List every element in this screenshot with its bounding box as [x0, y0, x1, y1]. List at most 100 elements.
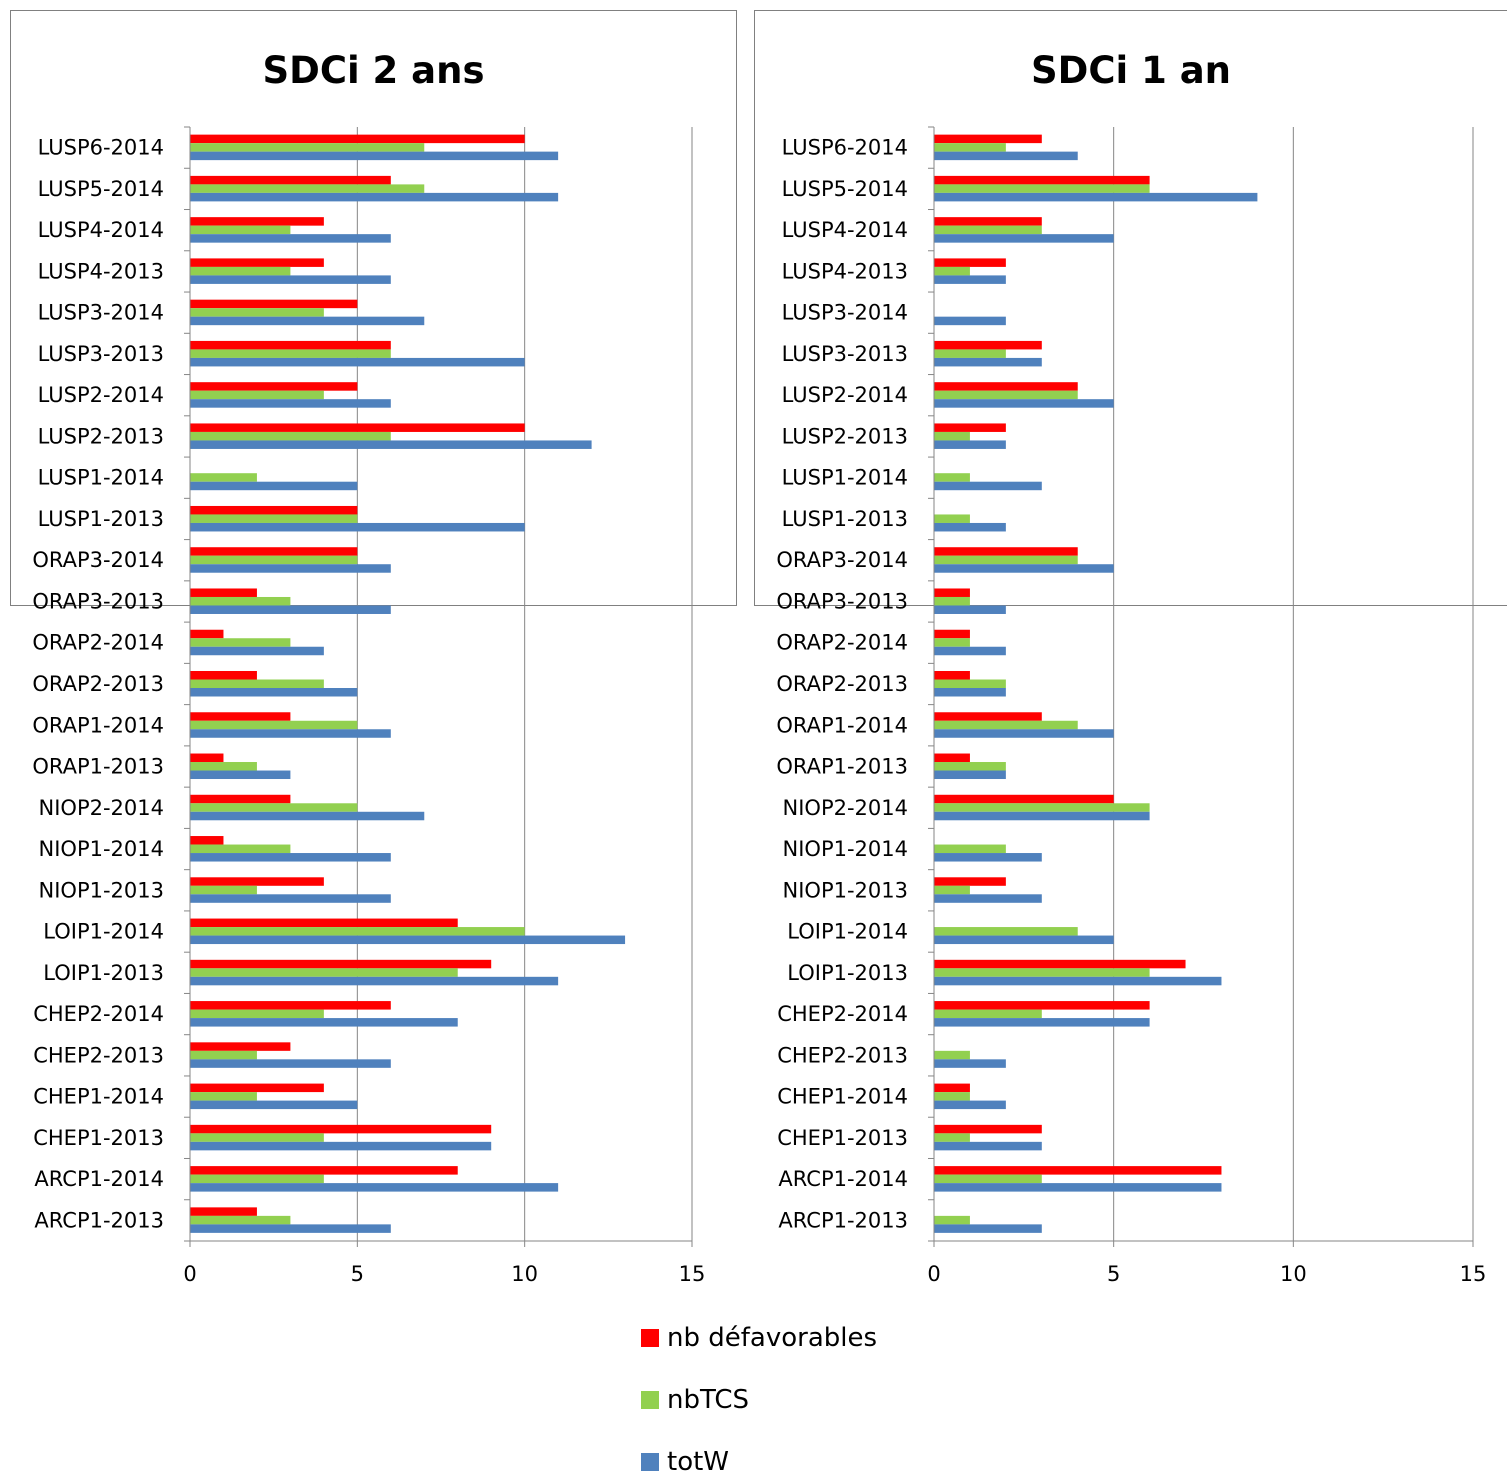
- bar: [934, 134, 1042, 144]
- bar: [190, 316, 425, 326]
- category-label: ORAP2-2013: [32, 672, 164, 696]
- bar: [934, 811, 1150, 821]
- x-tick-label: 5: [351, 1262, 364, 1286]
- category-label: ORAP3-2013: [32, 589, 164, 613]
- legend-label: nb défavorables: [667, 1323, 878, 1353]
- bar: [190, 522, 525, 532]
- bar: [190, 1215, 291, 1225]
- category-label: LUSP6-2014: [782, 136, 908, 160]
- category-label: LUSP2-2014: [782, 383, 908, 407]
- bar: [934, 399, 1114, 408]
- bar: [190, 753, 224, 763]
- bar: [934, 143, 1006, 152]
- chart-plot-sdci-1-an: LUSP6-2014 LUSP5-2014 LUSP4-2014 LUSP4-2013…: [776, 126, 1486, 1286]
- bar: [190, 1100, 358, 1110]
- chart-panel-sdci-1-an: SDCi 1 an LUSP6-2014 LUSP5-2014 LUSP4-2014…: [754, 10, 1507, 1286]
- x-tick-label: 15: [1460, 1262, 1487, 1286]
- bar: [934, 481, 1042, 491]
- x-tick-label: 5: [1107, 1262, 1120, 1286]
- category-label: NIOP1-2014: [783, 837, 908, 861]
- bar: [190, 349, 391, 358]
- bar: [934, 679, 1006, 688]
- bar: [934, 927, 1078, 936]
- category-label: ORAP2-2013: [776, 672, 908, 696]
- category-label: ARCP1-2013: [778, 1208, 908, 1232]
- bar: [934, 564, 1114, 573]
- bar: [190, 844, 291, 854]
- bar: [190, 275, 391, 284]
- bar: [934, 390, 1078, 400]
- bar: [190, 1207, 257, 1216]
- bar: [934, 894, 1042, 903]
- bar: [190, 976, 559, 986]
- bar: [190, 440, 592, 449]
- bar: [190, 1141, 492, 1151]
- category-label: NIOP2-2014: [39, 796, 164, 820]
- bar: [934, 877, 1006, 886]
- bar: [190, 357, 525, 367]
- category-label: ORAP1-2014: [32, 713, 164, 737]
- bar: [934, 803, 1150, 812]
- bar: [934, 151, 1078, 161]
- bar: [934, 1018, 1150, 1027]
- category-label: LUSP1-2014: [782, 466, 908, 490]
- bar: [190, 1042, 291, 1051]
- bar: [934, 935, 1114, 945]
- category-label: NIOP1-2014: [39, 837, 164, 861]
- bar: [190, 1009, 324, 1019]
- bar: [190, 399, 391, 408]
- category-label: CHEP2-2013: [33, 1043, 164, 1067]
- x-tick-label: 0: [183, 1262, 196, 1286]
- bar: [934, 316, 1006, 326]
- bar: [934, 885, 970, 895]
- category-label: LOIP1-2014: [43, 920, 164, 944]
- category-label: ORAP2-2014: [776, 631, 908, 655]
- bar: [934, 522, 1006, 532]
- category-label: ORAP3-2014: [776, 548, 908, 572]
- bar: [190, 1083, 324, 1093]
- bar: [934, 340, 1042, 350]
- bar: [934, 266, 970, 276]
- bar: [934, 1100, 1006, 1110]
- bar: [934, 275, 1006, 284]
- legend-swatch: [641, 1329, 659, 1347]
- category-label: LUSP3-2014: [38, 301, 164, 325]
- category-label: CHEP2-2013: [777, 1043, 908, 1067]
- category-label: LUSP4-2014: [782, 218, 908, 242]
- bar: [934, 514, 970, 523]
- bar: [934, 349, 1006, 358]
- bar: [934, 431, 970, 441]
- bar: [190, 1133, 324, 1142]
- category-label: LUSP4-2013: [782, 259, 908, 283]
- bar: [934, 605, 1006, 614]
- bar: [190, 481, 358, 491]
- bar: [934, 1183, 1222, 1192]
- category-label: NIOP1-2013: [783, 878, 908, 902]
- bar: [190, 927, 525, 936]
- bar: [934, 473, 970, 482]
- category-label: LUSP5-2014: [38, 177, 164, 201]
- category-label: LUSP2-2014: [38, 383, 164, 407]
- bar: [190, 588, 257, 597]
- category-label: LUSP6-2014: [38, 136, 164, 160]
- bar: [190, 811, 425, 821]
- category-label: ORAP1-2013: [776, 755, 908, 779]
- category-label: ORAP1-2013: [32, 755, 164, 779]
- bar: [190, 505, 358, 515]
- bar: [190, 514, 358, 523]
- category-label: LUSP4-2014: [38, 218, 164, 242]
- x-tick-label: 15: [679, 1262, 706, 1286]
- category-label: NIOP2-2014: [783, 796, 908, 820]
- category-label: LUSP3-2013: [38, 342, 164, 366]
- category-label: LUSP1-2014: [38, 466, 164, 490]
- bar: [190, 555, 358, 565]
- bar: [190, 1059, 391, 1068]
- bar: [934, 175, 1150, 185]
- bar: [190, 679, 324, 688]
- legend-swatch: [641, 1453, 659, 1471]
- bar: [190, 340, 391, 350]
- bar: [190, 390, 324, 400]
- bar: [190, 918, 458, 928]
- bar: [934, 638, 970, 647]
- bar: [190, 935, 626, 945]
